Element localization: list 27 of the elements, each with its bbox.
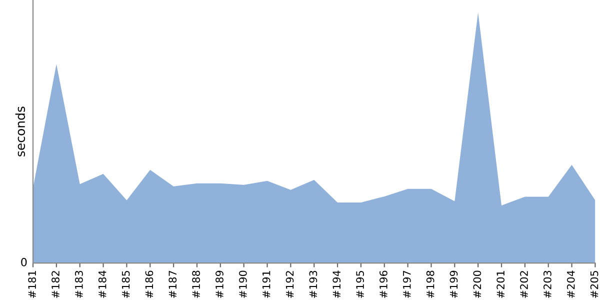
x-tick-label: #187: [168, 270, 177, 298]
x-tick-label: #199: [450, 270, 458, 298]
x-tick-label: #203: [543, 270, 552, 298]
x-tick-label: #182: [52, 271, 60, 298]
x-tick-label: #186: [145, 270, 154, 298]
x-tick-label: #196: [380, 270, 388, 298]
x-tick-label: #189: [216, 270, 224, 298]
x-tick-label: #204: [566, 270, 575, 298]
x-tick-label: #202: [520, 271, 528, 298]
x-tick-label: #194: [332, 270, 341, 298]
x-tick-label: #181: [28, 271, 36, 298]
x-tick-label: #191: [262, 271, 270, 298]
x-tick-label: #188: [192, 270, 200, 298]
x-tick-label: #185: [122, 270, 130, 298]
x-tick-label: #183: [74, 270, 83, 298]
text: 0: [21, 258, 27, 266]
x-tick-label: #193: [309, 270, 318, 298]
x-tick-label: #200: [473, 270, 482, 298]
x-tick-label: #184: [98, 270, 106, 298]
y-axis-title: seconds: [15, 106, 26, 156]
x-tick-label: #201: [496, 271, 505, 298]
x-tick-label: #190: [238, 270, 247, 298]
x-tick-label: #195: [356, 270, 364, 298]
x-tick-label: #192: [286, 271, 294, 298]
x-tick-label: #197: [402, 270, 411, 298]
x-tick-label: #205: [590, 270, 598, 298]
x-tick-label: #198: [426, 270, 434, 298]
